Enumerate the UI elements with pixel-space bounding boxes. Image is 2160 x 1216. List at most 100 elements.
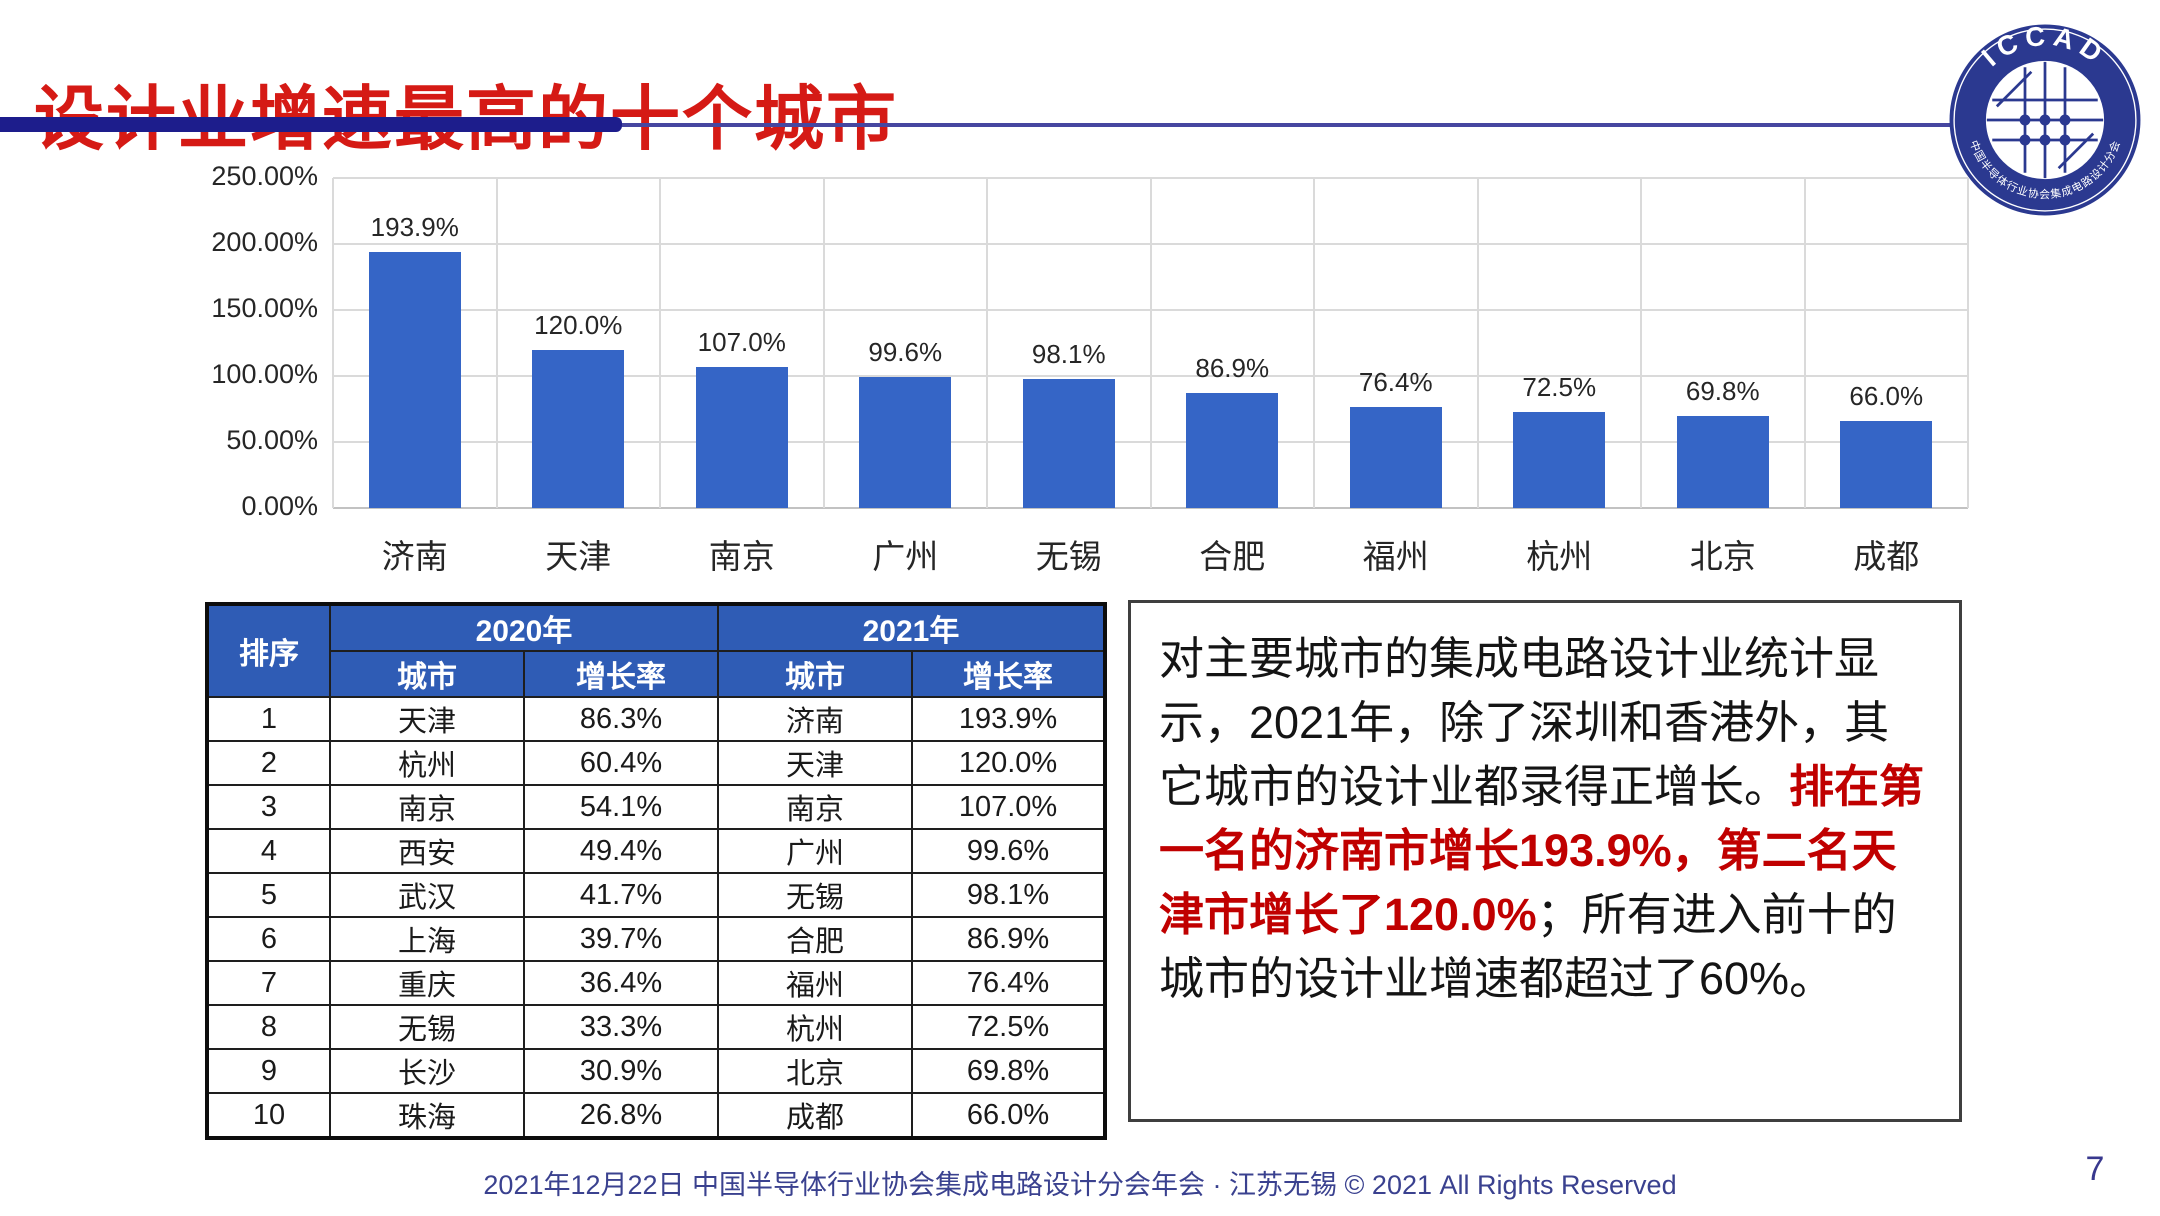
table-cell: 合肥 [717, 916, 913, 962]
table-row: 4 西安 49.4% 广州 99.6% [206, 828, 1106, 874]
x-axis-category-label: 合肥 [1199, 538, 1266, 575]
table-cell: 69.8% [911, 1048, 1106, 1094]
table-subheader-city-2021: 城市 [717, 650, 913, 698]
x-axis-category-label: 北京 [1689, 538, 1756, 575]
table-row: 3 南京 54.1% 南京 107.0% [206, 784, 1106, 830]
table-cell: 成都 [717, 1092, 913, 1139]
table-row: 1 天津 86.3% 济南 193.9% [206, 696, 1106, 742]
table-cell: 6 [206, 916, 331, 962]
x-axis-category-label: 济南 [381, 538, 448, 575]
table-cell: 49.4% [523, 828, 719, 874]
table-cell: 杭州 [329, 740, 525, 786]
table-cell: 120.0% [911, 740, 1106, 786]
table-cell: 5 [206, 872, 331, 918]
y-axis-tick-label: 100.00% [211, 359, 318, 389]
table-header-2020: 2020年 [329, 603, 719, 652]
x-axis-category-label: 福州 [1362, 538, 1429, 575]
bar-value-label: 86.9% [1195, 353, 1270, 384]
table-cell: 9 [206, 1048, 331, 1094]
x-axis-category-label: 无锡 [1035, 538, 1102, 575]
table-cell: 54.1% [523, 784, 719, 830]
table-cell: 无锡 [717, 872, 913, 918]
table-cell: 10 [206, 1092, 331, 1139]
table-cell: 39.7% [523, 916, 719, 962]
bar-杭州 [1513, 412, 1606, 508]
table-subheader-growth-2020: 增长率 [523, 650, 719, 698]
y-axis-tick-label: 150.00% [211, 293, 318, 323]
bar-济南 [368, 252, 461, 508]
bar-合肥 [1186, 393, 1279, 508]
title-underline-thin [622, 123, 2122, 127]
bar-value-label: 120.0% [534, 309, 623, 340]
table-cell: 南京 [329, 784, 525, 830]
table-cell: 60.4% [523, 740, 719, 786]
bar-广州 [859, 376, 952, 508]
bar-value-label: 76.4% [1358, 367, 1433, 398]
y-axis-tick-label: 250.00% [211, 161, 318, 191]
y-axis-tick-label: 50.00% [226, 425, 318, 455]
table-cell: 无锡 [329, 1004, 525, 1050]
chart-gridline-v [495, 178, 498, 508]
bar-北京 [1676, 415, 1769, 508]
table-cell: 重庆 [329, 960, 525, 1006]
bar-福州 [1349, 407, 1442, 508]
table-cell: 珠海 [329, 1092, 525, 1139]
table-cell: 7 [206, 960, 331, 1006]
chart-gridline-v [822, 178, 825, 508]
table-row: 7 重庆 36.4% 福州 76.4% [206, 960, 1106, 1006]
bar-成都 [1840, 420, 1933, 508]
footer-text: 2021年12月22日 中国半导体行业协会集成电路设计分会年会 · 江苏无锡 ©… [483, 1170, 1677, 1200]
table-cell: 193.9% [911, 696, 1106, 742]
x-axis-category-label: 杭州 [1526, 538, 1593, 575]
table-cell: 南京 [717, 784, 913, 830]
commentary-segment: ；所有进入前十的城市的设计业增速都超过了60%。 [1159, 889, 1897, 1004]
table-cell: 66.0% [911, 1092, 1106, 1139]
chart-gridline-v [332, 178, 334, 508]
table-cell: 杭州 [717, 1004, 913, 1050]
table-cell: 3 [206, 784, 331, 830]
table-cell: 济南 [717, 696, 913, 742]
table-cell: 86.9% [911, 916, 1106, 962]
commentary-highlight-red: 排在第一名的济南市增长193.9%，第二名天津市增长了120.0% [1159, 761, 1925, 940]
bar-value-label: 72.5% [1522, 372, 1597, 403]
logo-circuit-dots [2019, 114, 2071, 146]
page-number: 7 [2085, 1150, 2105, 1188]
table-header-2021: 2021年 [717, 603, 1106, 652]
table-row: 6 上海 39.7% 合肥 86.9% [206, 916, 1106, 962]
table-cell: 上海 [329, 916, 525, 962]
table-row: 5 武汉 41.7% 无锡 98.1% [206, 872, 1106, 918]
table-cell: 30.9% [523, 1048, 719, 1094]
chart-gridline-h [333, 507, 1968, 509]
table-cell: 天津 [329, 696, 525, 742]
chart-gridline-v [1149, 178, 1152, 508]
table-cell: 福州 [717, 960, 913, 1006]
bar-天津 [532, 349, 625, 508]
table-cell: 4 [206, 828, 331, 874]
x-axis-category-label: 南京 [708, 538, 775, 575]
table-cell: 99.6% [911, 828, 1106, 874]
bar-value-label: 193.9% [370, 212, 459, 243]
iccad-logo: ICCAD 中国半导体行业协会集成电路设计分会 [1945, 20, 2145, 220]
title-underline-thick [0, 117, 622, 132]
chart-gridline-v [1967, 178, 1969, 508]
commentary-box: 对主要城市的集成电路设计业统计显示，2021年，除了深圳和香港外，其它城市的设计… [1128, 600, 1962, 1122]
x-axis-category-label: 广州 [872, 538, 939, 575]
table-cell: 41.7% [523, 872, 719, 918]
table-cell: 广州 [717, 828, 913, 874]
table-cell: 26.8% [523, 1092, 719, 1139]
table-cell: 76.4% [911, 960, 1106, 1006]
table-cell: 1 [206, 696, 331, 742]
table-cell: 107.0% [911, 784, 1106, 830]
table-subheader-growth-2021: 增长率 [911, 650, 1106, 698]
bar-value-label: 107.0% [697, 326, 786, 357]
x-axis-category-label: 天津 [545, 538, 612, 575]
table-cell: 北京 [717, 1048, 913, 1094]
table-cell: 西安 [329, 828, 525, 874]
table-header-rank: 排序 [206, 603, 331, 698]
ranking-table: 排序 2020年 2021年 城市 增长率 城市 增长率 1 天津 86.3% 济南 1… [205, 602, 1107, 1140]
table-row: 10 珠海 26.8% 成都 66.0% [206, 1092, 1106, 1139]
chart-gridline-v [1313, 178, 1315, 508]
table-cell: 98.1% [911, 872, 1106, 918]
